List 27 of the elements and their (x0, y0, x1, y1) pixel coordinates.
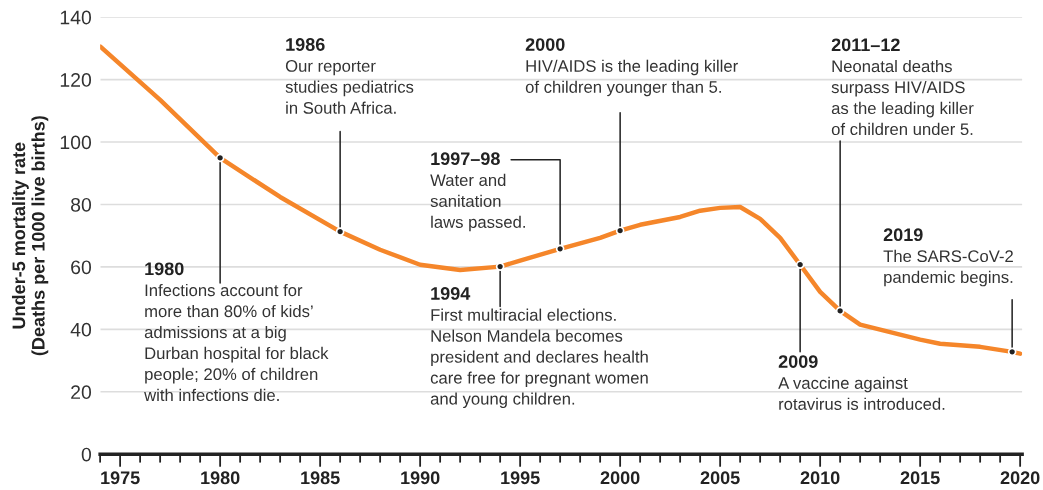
y-tick-label: 120 (60, 73, 92, 87)
annotation: 2000 HIV/AIDS is the leading killer of children younger than 5. (525, 38, 738, 97)
x-tick-label: 2020 (1000, 471, 1040, 485)
y-axis-title: Under-5 mortality rate (Deaths per 1000 live births) (11, 116, 49, 356)
annotation: 1980 Infections account for more than 80% of kids’ admissions at a big Durban hospital for black people; 20% of children with infections die. (144, 262, 329, 402)
x-tick-label: 2000 (600, 471, 640, 485)
x-tick-label: 2015 (900, 471, 940, 485)
annotation: 1997–98 Water and sanitation laws passed. (430, 152, 525, 232)
x-tick-label: 2010 (800, 471, 840, 485)
y-tick-label: 20 (71, 385, 92, 400)
y-tick-label: 0 (81, 447, 92, 462)
annotation: 1994 First multiracial elections. Nelson Mandela becomes president and declares health care free for pregnant women and young children. (430, 287, 648, 409)
y-tick-label: 40 (70, 322, 92, 337)
annotation: 1986 Our reporter studies pediatrics in South Africa. (285, 38, 414, 114)
x-tick-label: 2005 (700, 471, 740, 485)
annotation: 2009 A vaccine against rotavirus is introduced. (778, 355, 945, 410)
y-tick-label: 80 (71, 197, 92, 212)
annotation: 2019 The SARS-CoV-2 pandemic begins. (883, 228, 1013, 287)
x-tick-label: 1985 (301, 471, 340, 485)
y-tick-label: 60 (71, 260, 92, 275)
x-tick-label: 1975 (101, 471, 140, 485)
x-tick-label: 1990 (401, 471, 440, 485)
annotation: 2011–12 Neonatal deaths surpass HIV/AIDS as the leading killer of children under 5. (831, 38, 974, 136)
y-tick-label: 100 (60, 135, 92, 150)
y-tick-label: 140 (60, 10, 92, 25)
x-tick-label: 1980 (201, 471, 240, 485)
x-tick-label: 1995 (501, 471, 540, 485)
